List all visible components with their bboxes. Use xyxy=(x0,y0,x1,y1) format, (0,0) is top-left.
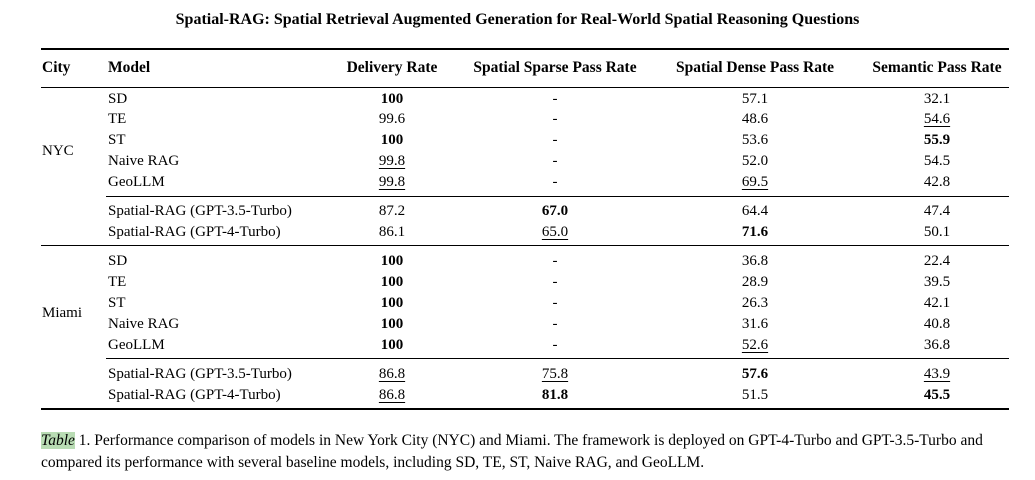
table-caption: Table 1. Performance comparison of model… xyxy=(41,430,1016,474)
dense-pass-rate-cell: 51.5 xyxy=(741,387,769,403)
semantic-pass-rate-cell: 47.4 xyxy=(923,203,951,219)
semantic-pass-rate-cell: 45.5 xyxy=(923,387,951,403)
dense-pass-rate-cell: 71.6 xyxy=(741,224,769,240)
table-title: Spatial-RAG: Spatial Retrieval Augmented… xyxy=(175,11,860,28)
dense-pass-rate-cell: 28.9 xyxy=(741,274,769,290)
delivery-rate-cell: 86.8 xyxy=(378,387,406,403)
delivery-rate-cell: 100 xyxy=(380,253,404,269)
dense-pass-rate-cell: 57.1 xyxy=(741,91,769,107)
semantic-pass-rate-cell: 55.9 xyxy=(923,132,951,148)
delivery-rate-cell: 100 xyxy=(380,337,404,353)
sparse-pass-rate-cell: 81.8 xyxy=(541,387,569,403)
dense-pass-rate-cell: 64.4 xyxy=(741,203,769,219)
header-rule xyxy=(41,87,1009,88)
delivery-rate-cell: 99.8 xyxy=(378,153,406,169)
model-name-cell: TE xyxy=(108,274,127,290)
semantic-pass-rate-cell: 54.6 xyxy=(923,111,951,127)
dense-pass-rate-cell: 69.5 xyxy=(741,174,769,190)
caption-number: 1. xyxy=(74,432,91,449)
semantic-pass-rate-cell: 50.1 xyxy=(923,224,951,240)
dense-pass-rate-cell: 57.6 xyxy=(741,366,769,382)
model-name-cell: ST xyxy=(108,132,126,148)
model-name-cell: Spatial-RAG (GPT-4-Turbo) xyxy=(108,387,281,403)
model-name-cell: Spatial-RAG (GPT-4-Turbo) xyxy=(108,224,281,240)
delivery-rate-cell: 100 xyxy=(380,295,404,311)
delivery-rate-cell: 86.8 xyxy=(378,366,406,382)
header-delivery-rate: Delivery Rate xyxy=(346,59,438,76)
delivery-rate-cell: 100 xyxy=(380,132,404,148)
sparse-pass-rate-cell: - xyxy=(552,295,558,311)
model-name-cell: SD xyxy=(108,91,128,107)
delivery-rate-cell: 100 xyxy=(380,316,404,332)
miami-subgroup-rule xyxy=(106,358,1009,359)
sparse-pass-rate-cell: 75.8 xyxy=(541,366,569,382)
delivery-rate-cell: 100 xyxy=(380,274,404,290)
model-name-cell: TE xyxy=(108,111,127,127)
header-dense-pass-rate: Spatial Dense Pass Rate xyxy=(675,59,834,76)
model-name-cell: GeoLLM xyxy=(108,337,165,353)
sparse-pass-rate-cell: - xyxy=(552,132,558,148)
semantic-pass-rate-cell: 54.5 xyxy=(923,153,951,169)
sparse-pass-rate-cell: - xyxy=(552,316,558,332)
sparse-pass-rate-cell: - xyxy=(552,111,558,127)
sparse-pass-rate-cell: - xyxy=(552,253,558,269)
sparse-pass-rate-cell: - xyxy=(552,91,558,107)
sparse-pass-rate-cell: - xyxy=(552,153,558,169)
sparse-pass-rate-cell: 67.0 xyxy=(541,203,569,219)
model-name-cell: Naive RAG xyxy=(108,153,180,169)
dense-pass-rate-cell: 31.6 xyxy=(741,316,769,332)
delivery-rate-cell: 87.2 xyxy=(378,203,406,219)
header-city: City xyxy=(42,59,71,76)
delivery-rate-cell: 86.1 xyxy=(378,224,406,240)
header-model: Model xyxy=(108,59,151,76)
dense-pass-rate-cell: 36.8 xyxy=(741,253,769,269)
group-rule xyxy=(41,245,1009,246)
sparse-pass-rate-cell: - xyxy=(552,274,558,290)
semantic-pass-rate-cell: 32.1 xyxy=(923,91,951,107)
bottom-rule xyxy=(41,408,1009,410)
dense-pass-rate-cell: 26.3 xyxy=(741,295,769,311)
sparse-pass-rate-cell: 65.0 xyxy=(541,224,569,240)
delivery-rate-cell: 99.6 xyxy=(378,111,406,127)
semantic-pass-rate-cell: 22.4 xyxy=(923,253,951,269)
top-rule xyxy=(41,48,1009,50)
header-sparse-pass-rate: Spatial Sparse Pass Rate xyxy=(473,59,637,76)
semantic-pass-rate-cell: 36.8 xyxy=(923,337,951,353)
semantic-pass-rate-cell: 39.5 xyxy=(923,274,951,290)
dense-pass-rate-cell: 52.6 xyxy=(741,337,769,353)
delivery-rate-cell: 100 xyxy=(380,91,404,107)
dense-pass-rate-cell: 52.0 xyxy=(741,153,769,169)
model-name-cell: SD xyxy=(108,253,128,269)
caption-text: Performance comparison of models in New … xyxy=(41,432,983,471)
delivery-rate-cell: 99.8 xyxy=(378,174,406,190)
model-name-cell: Naive RAG xyxy=(108,316,180,332)
model-name-cell: Spatial-RAG (GPT-3.5-Turbo) xyxy=(108,366,292,382)
sparse-pass-rate-cell: - xyxy=(552,174,558,190)
model-name-cell: ST xyxy=(108,295,126,311)
city-label-nyc: NYC xyxy=(42,143,74,159)
header-semantic-pass-rate: Semantic Pass Rate xyxy=(872,59,1002,76)
semantic-pass-rate-cell: 42.1 xyxy=(923,295,951,311)
model-name-cell: GeoLLM xyxy=(108,174,165,190)
semantic-pass-rate-cell: 43.9 xyxy=(923,366,951,382)
semantic-pass-rate-cell: 42.8 xyxy=(923,174,951,190)
dense-pass-rate-cell: 48.6 xyxy=(741,111,769,127)
semantic-pass-rate-cell: 40.8 xyxy=(923,316,951,332)
caption-label: Table xyxy=(41,432,75,449)
model-name-cell: Spatial-RAG (GPT-3.5-Turbo) xyxy=(108,203,292,219)
sparse-pass-rate-cell: - xyxy=(552,337,558,353)
dense-pass-rate-cell: 53.6 xyxy=(741,132,769,148)
nyc-subgroup-rule xyxy=(106,196,1009,197)
city-label-miami: Miami xyxy=(42,305,82,321)
